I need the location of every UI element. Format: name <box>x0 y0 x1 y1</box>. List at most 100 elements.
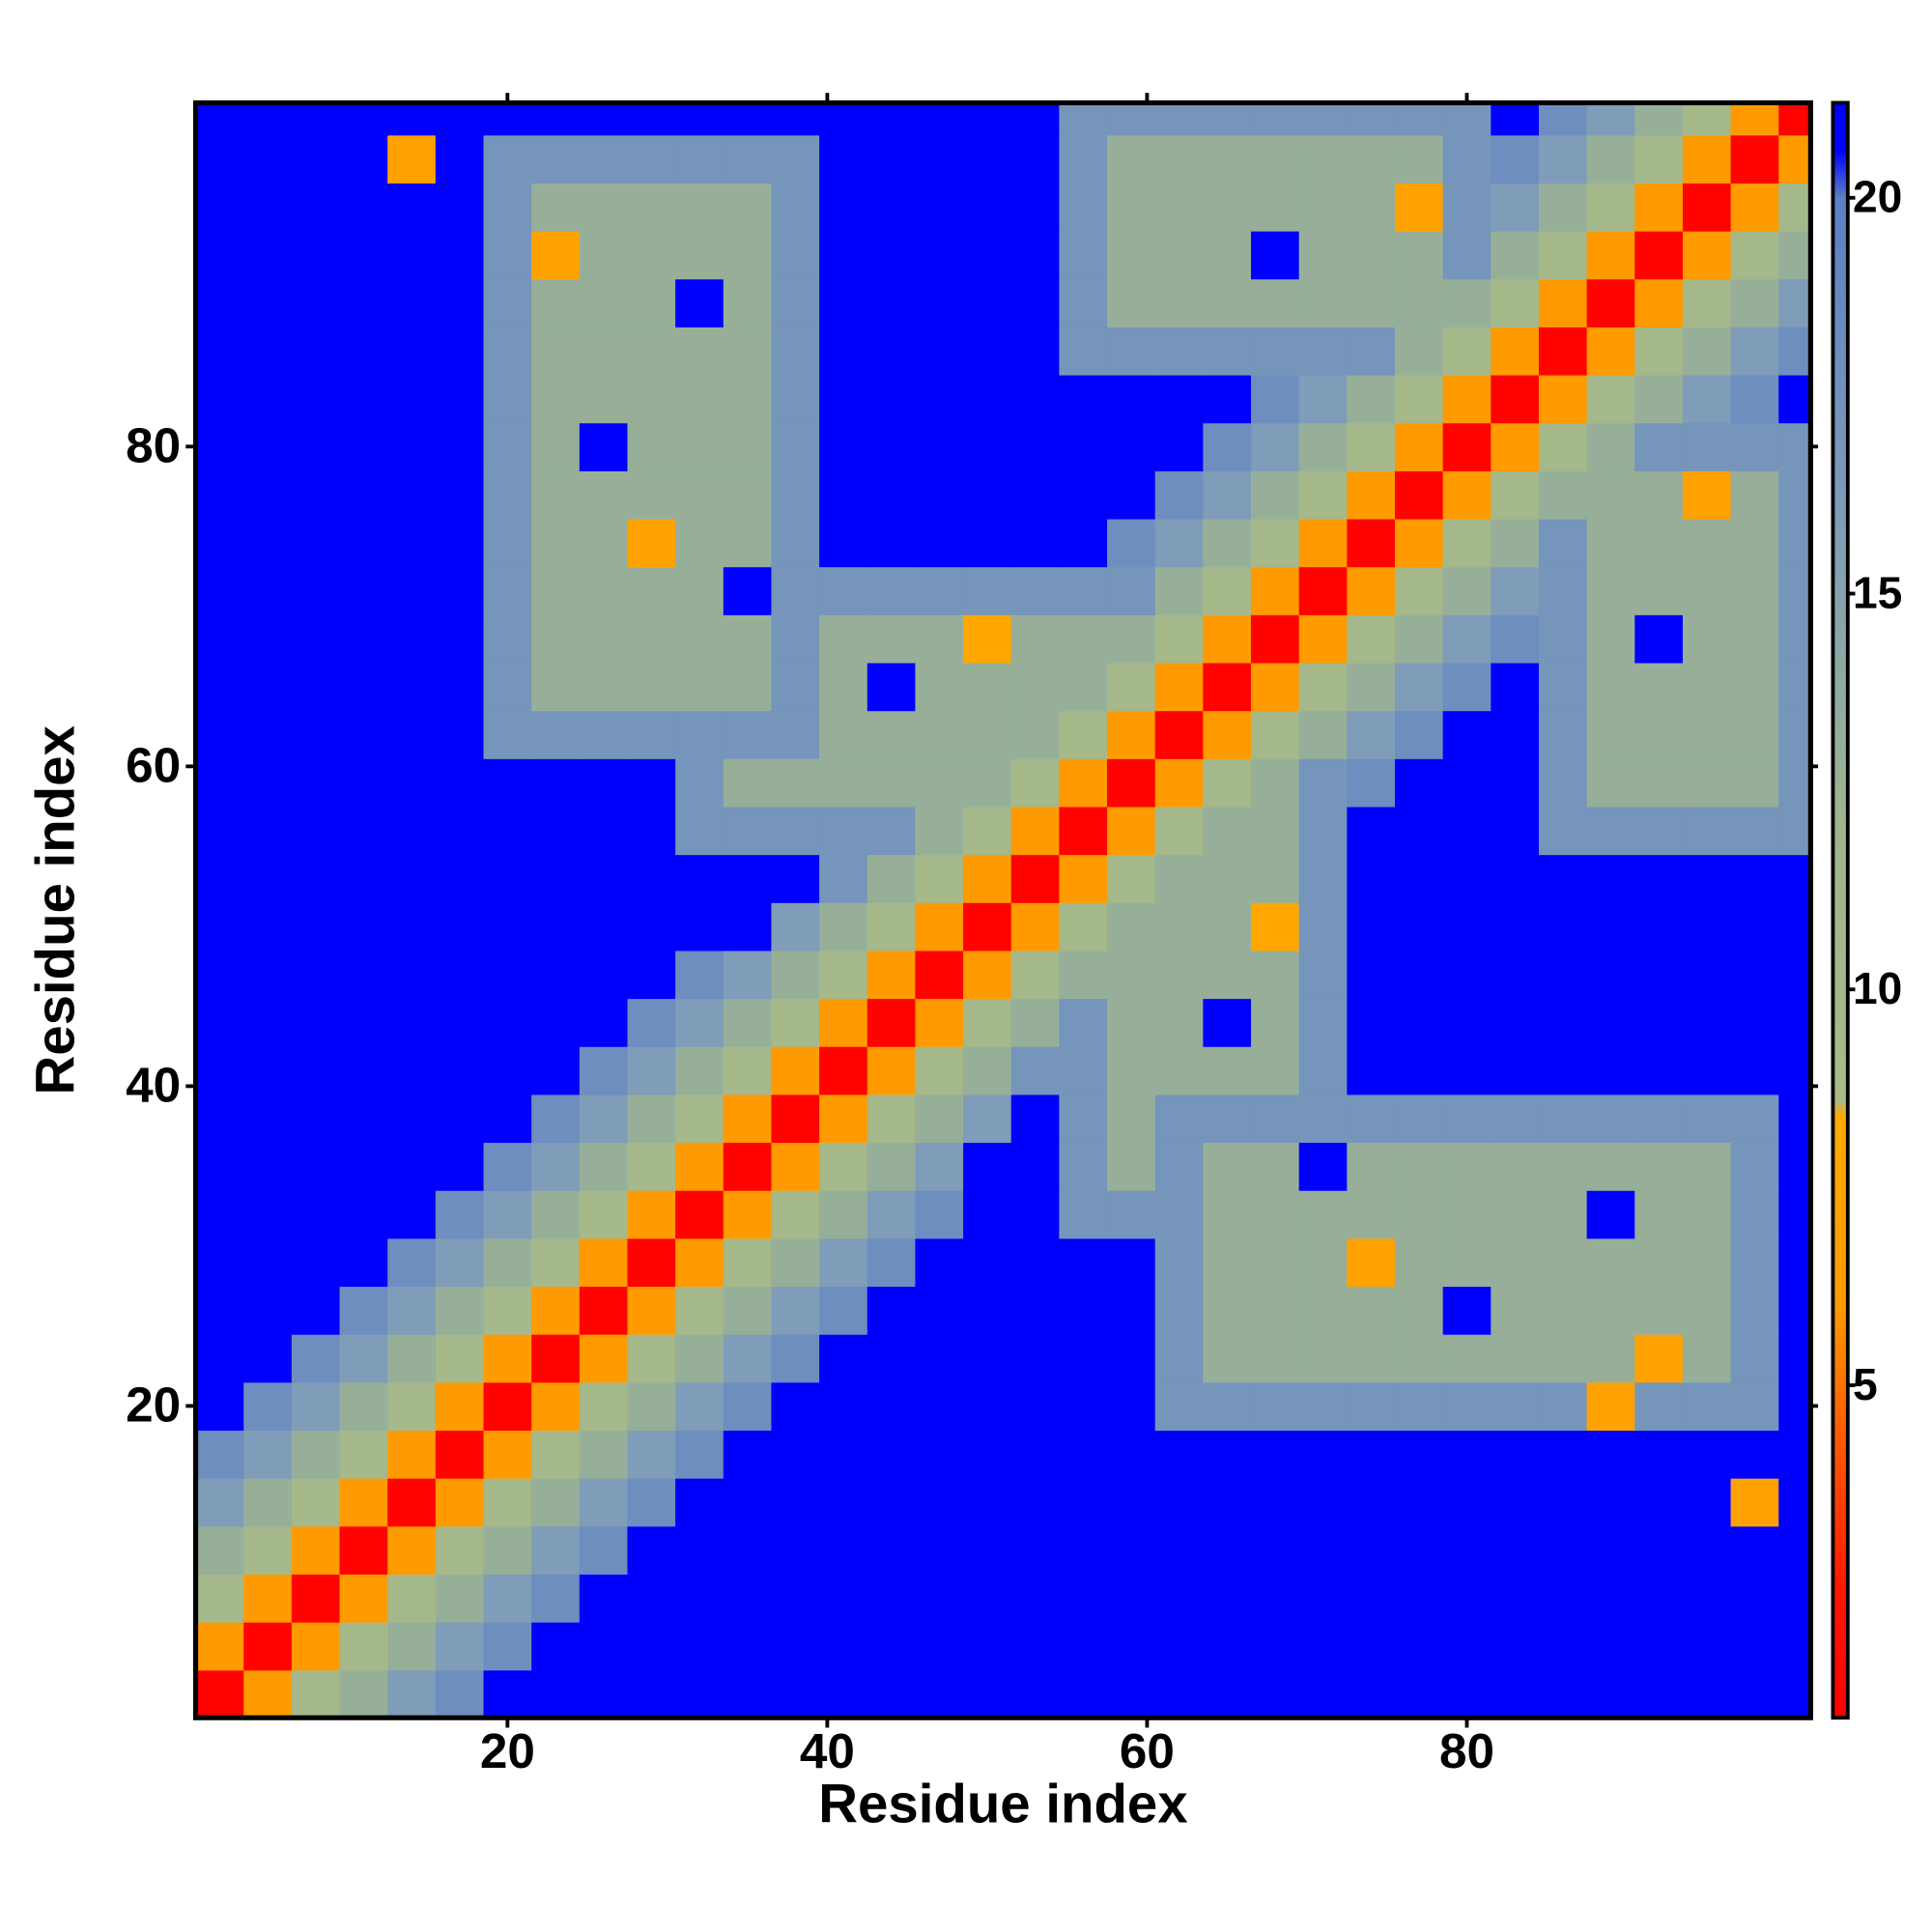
heatmap-cell <box>1442 710 1492 759</box>
heatmap-cell <box>771 1286 820 1335</box>
heatmap-cell <box>1154 230 1205 280</box>
heatmap-cell <box>483 1046 532 1095</box>
heatmap-cell <box>195 806 244 856</box>
heatmap-cell <box>387 134 437 184</box>
heatmap-cell <box>915 1286 964 1335</box>
heatmap-cell <box>1682 710 1732 759</box>
heatmap-cell <box>771 998 820 1047</box>
heatmap-cell <box>483 134 532 184</box>
heatmap-cell <box>339 806 388 856</box>
heatmap-cell <box>435 1669 485 1719</box>
heatmap-cell <box>1394 278 1444 327</box>
heatmap-cell <box>915 1381 964 1432</box>
heatmap-cell <box>627 1525 676 1576</box>
heatmap-cell <box>867 806 917 856</box>
heatmap-cell <box>1394 854 1444 903</box>
heatmap-cell <box>1634 950 1684 1000</box>
heatmap-cell <box>1203 470 1252 520</box>
heatmap-cell <box>483 518 532 568</box>
heatmap-cell <box>483 998 532 1047</box>
heatmap-cell <box>1251 134 1300 184</box>
heatmap-cell <box>819 183 868 232</box>
heatmap-cell <box>1586 183 1636 232</box>
heatmap-cell <box>1634 1430 1684 1479</box>
heatmap-cell <box>1298 1430 1349 1479</box>
heatmap-cell <box>1730 566 1780 615</box>
heatmap-cell <box>1491 1574 1540 1623</box>
heatmap-cell <box>1586 1669 1636 1719</box>
heatmap-cell <box>963 998 1012 1047</box>
heatmap-cell <box>243 183 293 232</box>
x-tick-label: 40 <box>800 1723 855 1778</box>
heatmap-cell <box>915 1189 964 1239</box>
heatmap-cell <box>675 662 724 712</box>
heatmap-cell <box>1203 566 1252 615</box>
heatmap-cell <box>435 1237 485 1288</box>
heatmap-cell <box>483 422 532 471</box>
heatmap-cell <box>627 1574 676 1623</box>
heatmap-cell <box>1730 102 1780 136</box>
heatmap-cell <box>1682 806 1732 856</box>
heatmap-cell <box>1251 1525 1300 1576</box>
heatmap-cell <box>1778 374 1812 424</box>
heatmap-cell <box>195 183 244 232</box>
heatmap-cell <box>1251 1189 1300 1239</box>
heatmap-cell <box>819 854 868 903</box>
heatmap-cell <box>387 518 437 568</box>
heatmap-cell <box>243 1621 293 1671</box>
heatmap-cell <box>1634 1189 1684 1239</box>
heatmap-cell <box>675 1094 724 1144</box>
heatmap-cell <box>1107 998 1156 1047</box>
heatmap-cell <box>819 1094 868 1144</box>
heatmap-cell <box>1347 1094 1396 1144</box>
heatmap-cell <box>1538 278 1588 327</box>
heatmap-cell <box>531 102 581 136</box>
heatmap-cell <box>675 1621 724 1671</box>
heatmap-cell <box>1634 854 1684 903</box>
heatmap-cell <box>1394 1046 1444 1095</box>
heatmap-cell <box>1251 183 1300 232</box>
heatmap-cell <box>1347 902 1396 952</box>
heatmap-cell <box>579 1237 629 1288</box>
heatmap-cell <box>915 278 964 327</box>
heatmap-cell <box>723 1430 773 1479</box>
heatmap-cell <box>1298 1477 1349 1527</box>
heatmap-cell <box>339 1477 388 1527</box>
heatmap-cell <box>1491 134 1540 184</box>
heatmap-cell <box>1010 614 1061 664</box>
heatmap-cell <box>1538 1477 1588 1527</box>
heatmap-cell <box>1107 710 1156 759</box>
heatmap-cell <box>1298 134 1349 184</box>
heatmap-cell <box>291 950 341 1000</box>
heatmap-cell <box>1107 102 1156 136</box>
heatmap-cell <box>483 1621 532 1671</box>
heatmap-cell <box>1778 278 1812 327</box>
heatmap-cell <box>1778 1525 1812 1576</box>
heatmap-cell <box>243 102 293 136</box>
heatmap-cell <box>1491 902 1540 952</box>
heatmap-cell <box>579 183 629 232</box>
heatmap-cell <box>483 1333 532 1383</box>
heatmap-cell <box>1730 1046 1780 1095</box>
heatmap-cell <box>1730 1430 1780 1479</box>
heatmap-cell <box>1059 1189 1108 1239</box>
heatmap-cell <box>1010 1237 1061 1288</box>
heatmap-cell <box>1059 1094 1108 1144</box>
heatmap-cell <box>531 1046 581 1095</box>
heatmap-cell <box>531 710 581 759</box>
heatmap-cell <box>1107 134 1156 184</box>
heatmap-cell <box>1442 854 1492 903</box>
heatmap-cell <box>1730 998 1780 1047</box>
heatmap-cell <box>435 566 485 615</box>
heatmap-cell <box>627 1046 676 1095</box>
heatmap-cell <box>1778 1333 1812 1383</box>
heatmap-cell <box>435 470 485 520</box>
heatmap-cell <box>579 1381 629 1432</box>
heatmap-cell <box>867 1333 917 1383</box>
heatmap-cell <box>1538 998 1588 1047</box>
heatmap-cell <box>963 1621 1012 1671</box>
heatmap-cell <box>915 950 964 1000</box>
heatmap-cell <box>867 1430 917 1479</box>
heatmap-cell <box>867 102 917 136</box>
heatmap-cell <box>723 327 773 376</box>
